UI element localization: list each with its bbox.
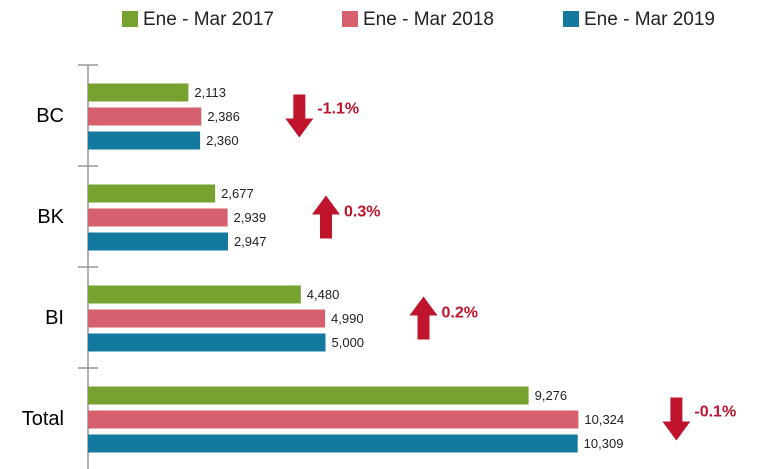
bar [88, 434, 578, 453]
legend-swatch [122, 11, 138, 27]
category-label: BC [36, 105, 64, 127]
value-label: 2,386 [207, 109, 240, 124]
value-label: 9,276 [535, 388, 568, 403]
arrow-down [285, 94, 314, 138]
value-label: 2,947 [234, 234, 267, 249]
legend-label: Ene - Mar 2019 [584, 9, 715, 30]
bar [88, 386, 529, 405]
bar [88, 410, 579, 429]
value-label: 10,324 [584, 412, 624, 427]
axis-ticks [78, 64, 98, 369]
bar [88, 107, 202, 126]
value-label: 4,990 [331, 311, 364, 326]
legend-swatch [342, 11, 358, 27]
arrow-down [662, 397, 691, 441]
value-label: 4,480 [307, 287, 340, 302]
arrow-up [311, 195, 340, 239]
change-label: -1.1% [317, 101, 359, 118]
value-label: 2,360 [206, 133, 239, 148]
value-label: 2,939 [234, 210, 267, 225]
bar [88, 83, 189, 102]
bar [88, 184, 216, 203]
legend-swatch [563, 11, 579, 27]
change-label: -0.1% [694, 404, 736, 421]
value-label: 2,113 [194, 85, 226, 100]
bar [88, 208, 228, 227]
legend-label: Ene - Mar 2017 [143, 9, 274, 30]
bar [88, 131, 201, 150]
category-label: BI [45, 307, 64, 329]
category-label: Total [22, 408, 64, 430]
value-label: 5,000 [332, 335, 365, 350]
bar [88, 232, 228, 251]
bar [88, 285, 301, 304]
change-label: 0.2% [442, 305, 478, 322]
legend-label: Ene - Mar 2018 [363, 9, 494, 30]
bar [88, 333, 326, 352]
arrow-up [409, 296, 438, 340]
change-label: 0.3% [344, 204, 380, 221]
bar [88, 309, 326, 328]
value-label: 10,309 [584, 436, 624, 451]
value-label: 2,677 [221, 186, 254, 201]
category-label: BK [37, 206, 64, 228]
